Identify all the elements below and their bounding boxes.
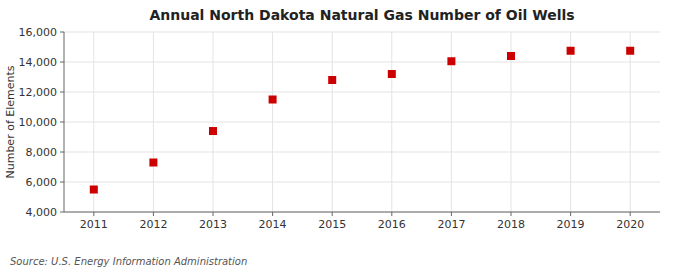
point xyxy=(507,52,515,60)
x-tick-label: 2014 xyxy=(259,218,287,231)
grid-line xyxy=(64,152,660,153)
x-tick xyxy=(93,212,94,216)
y-axis-label: Number of Elements xyxy=(4,65,17,178)
point xyxy=(567,47,575,55)
x-tick-label: 2012 xyxy=(139,218,167,231)
y-tick xyxy=(60,62,64,63)
x-tick xyxy=(630,212,631,216)
x-tick xyxy=(272,212,273,216)
y-tick-label: 14,000 xyxy=(19,56,58,69)
grid-line xyxy=(64,32,660,33)
point xyxy=(447,57,455,65)
y-tick xyxy=(60,32,64,33)
chart: 2011 2012 2013 2014 2015 2016 2017 2018 2019 2020… xyxy=(0,0,675,275)
x-tick xyxy=(153,212,154,216)
grid-line xyxy=(64,182,660,183)
x-tick-label: 2011 xyxy=(80,218,108,231)
x-tick-label: 2016 xyxy=(378,218,406,231)
grid-line xyxy=(64,92,660,93)
x-tick-label: 2013 xyxy=(199,218,227,231)
x-tick-label: 2020 xyxy=(616,218,644,231)
x-tick-label: 2018 xyxy=(497,218,525,231)
grid-line xyxy=(64,62,660,63)
x-tick xyxy=(391,212,392,216)
y-tick-label: 10,000 xyxy=(19,116,58,129)
point xyxy=(328,76,336,84)
x-tick xyxy=(511,212,512,216)
grid xyxy=(64,32,660,212)
title: Annual North Dakota Natural Gas Number o… xyxy=(149,7,574,23)
y-tick-label: 16,000 xyxy=(19,26,58,39)
x-tick xyxy=(451,212,452,216)
point xyxy=(149,159,157,167)
point xyxy=(269,96,277,104)
x-tick-label: 2015 xyxy=(318,218,346,231)
y-tick-label: 6,000 xyxy=(26,176,58,189)
point xyxy=(388,70,396,78)
point xyxy=(209,127,217,135)
x-tick xyxy=(213,212,214,216)
x-tick xyxy=(332,212,333,216)
x-tick-label: 2017 xyxy=(437,218,465,231)
point xyxy=(90,186,98,194)
axes: 2011 2012 2013 2014 2015 2016 2017 2018 2019 2020… xyxy=(19,26,661,231)
points xyxy=(90,47,634,194)
source-note: Source: U.S. Energy Information Administ… xyxy=(10,256,247,267)
y-tick-label: 12,000 xyxy=(19,86,58,99)
y-tick xyxy=(60,92,64,93)
x-tick-label: 2019 xyxy=(557,218,585,231)
y-tick xyxy=(60,152,64,153)
point xyxy=(626,47,634,55)
x-tick xyxy=(570,212,571,216)
y-tick xyxy=(60,212,64,213)
grid-line xyxy=(64,122,660,123)
y-tick xyxy=(60,182,64,183)
y-tick-label: 8,000 xyxy=(26,146,58,159)
y-tick xyxy=(60,122,64,123)
y-tick-label: 4,000 xyxy=(26,206,58,219)
